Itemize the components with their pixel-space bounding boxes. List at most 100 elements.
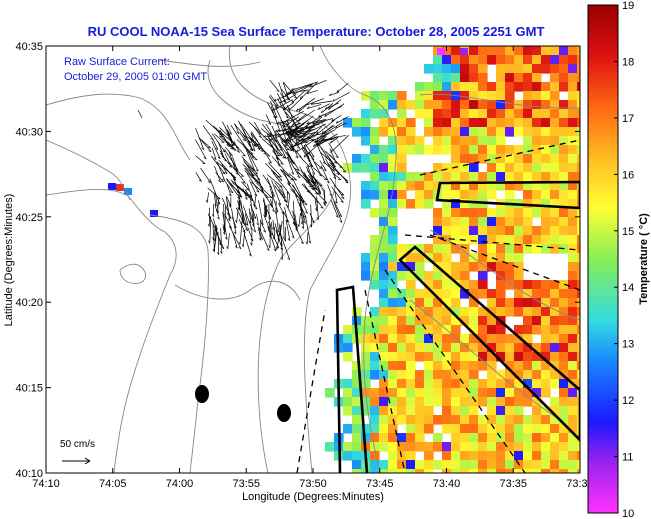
current-vector-head xyxy=(275,246,278,250)
current-vector-head xyxy=(304,142,308,144)
sst-cell xyxy=(433,325,443,335)
current-vector xyxy=(220,228,223,254)
sst-cell xyxy=(433,73,443,83)
sst-cell xyxy=(559,451,569,461)
sst-cell xyxy=(352,397,362,407)
sst-cell xyxy=(460,163,470,173)
sst-cell xyxy=(442,442,452,452)
current-vector-head xyxy=(272,194,275,197)
sst-cell xyxy=(352,154,362,164)
sst-cell xyxy=(406,199,416,209)
current-vector-head xyxy=(254,180,258,183)
sst-cell xyxy=(388,307,398,317)
sst-cell xyxy=(559,226,569,236)
sst-cell xyxy=(460,100,470,110)
current-vector xyxy=(200,167,211,184)
sst-cell xyxy=(469,217,479,227)
sst-cell xyxy=(379,109,389,119)
sst-cell xyxy=(550,127,560,137)
sst-cell xyxy=(433,388,443,398)
sst-cell xyxy=(433,433,443,443)
sst-cell xyxy=(559,163,569,173)
sst-cell xyxy=(451,406,461,416)
current-vector-head xyxy=(207,223,210,227)
current-vector xyxy=(305,120,326,129)
sst-cell xyxy=(577,460,580,470)
current-vector-head xyxy=(290,87,294,91)
sst-cell xyxy=(352,370,362,380)
current-vector-head xyxy=(316,217,319,220)
sst-cell xyxy=(577,199,580,209)
sst-cell xyxy=(424,145,434,155)
current-vector-head xyxy=(278,232,281,236)
sst-cell xyxy=(433,316,443,326)
sst-cell xyxy=(442,100,452,110)
sst-cell xyxy=(415,244,425,254)
sst-cell xyxy=(442,388,452,398)
sst-cell xyxy=(550,46,560,56)
current-vector xyxy=(282,81,290,100)
x-tick-label: 73:50 xyxy=(299,478,327,490)
sst-cell xyxy=(379,217,389,227)
sst-cell xyxy=(397,190,407,200)
current-vector-head xyxy=(286,192,290,194)
sst-cell xyxy=(424,352,434,362)
current-vector-head xyxy=(253,216,257,219)
current-vector xyxy=(260,188,273,206)
sst-cell xyxy=(514,127,524,137)
sst-cell xyxy=(505,352,515,362)
sst-cell xyxy=(487,55,497,65)
sst-cell xyxy=(559,208,569,218)
sst-cell xyxy=(568,154,578,164)
sst-cell xyxy=(478,73,488,83)
current-vector-head xyxy=(267,221,270,225)
sst-cell xyxy=(550,64,560,74)
sst-cell xyxy=(451,118,461,128)
sst-cell xyxy=(451,451,461,461)
current-vector xyxy=(283,106,301,125)
sst-cell xyxy=(514,379,524,389)
current-vector xyxy=(248,208,252,224)
sst-cell xyxy=(523,415,533,425)
sst-cell xyxy=(577,352,580,362)
sst-cell xyxy=(550,442,560,452)
sst-cell xyxy=(487,91,497,101)
sst-cell xyxy=(523,343,533,353)
current-vector xyxy=(198,137,212,152)
sst-cell xyxy=(352,388,362,398)
sst-cell xyxy=(460,370,470,380)
y-axis-label: Latitude (Degrees:Minutes) xyxy=(3,194,15,327)
sst-cell xyxy=(388,460,398,470)
current-vector xyxy=(282,210,290,223)
current-vector xyxy=(263,215,272,233)
chart-title: RU COOL NOAA-15 Sea Surface Temperature:… xyxy=(88,24,545,39)
sst-cell xyxy=(559,397,569,407)
current-vector xyxy=(195,155,206,164)
sst-cell xyxy=(514,217,524,227)
sst-cell xyxy=(550,82,560,92)
sst-cell xyxy=(550,154,560,164)
sst-cell xyxy=(469,199,479,209)
sst-cell xyxy=(424,118,434,128)
sst-cell xyxy=(568,172,578,182)
sst-cell xyxy=(496,397,506,407)
current-vector xyxy=(306,119,327,124)
sst-cell xyxy=(541,226,551,236)
sst-cell xyxy=(505,145,515,155)
sst-cell xyxy=(496,127,506,137)
current-vector-head xyxy=(306,165,310,168)
sst-cell xyxy=(550,235,560,245)
current-vector-head xyxy=(203,157,207,160)
current-vector xyxy=(280,169,292,185)
sst-cell xyxy=(550,136,560,146)
sst-cell xyxy=(541,109,551,119)
current-vector-head xyxy=(224,172,228,175)
sst-cell xyxy=(370,451,380,461)
sst-cell xyxy=(523,361,533,371)
current-vector xyxy=(281,110,304,124)
sst-cell xyxy=(388,91,398,101)
current-vector-head xyxy=(278,202,282,206)
sst-cell xyxy=(433,307,443,317)
current-vector xyxy=(300,202,303,225)
sst-cell xyxy=(388,262,398,272)
